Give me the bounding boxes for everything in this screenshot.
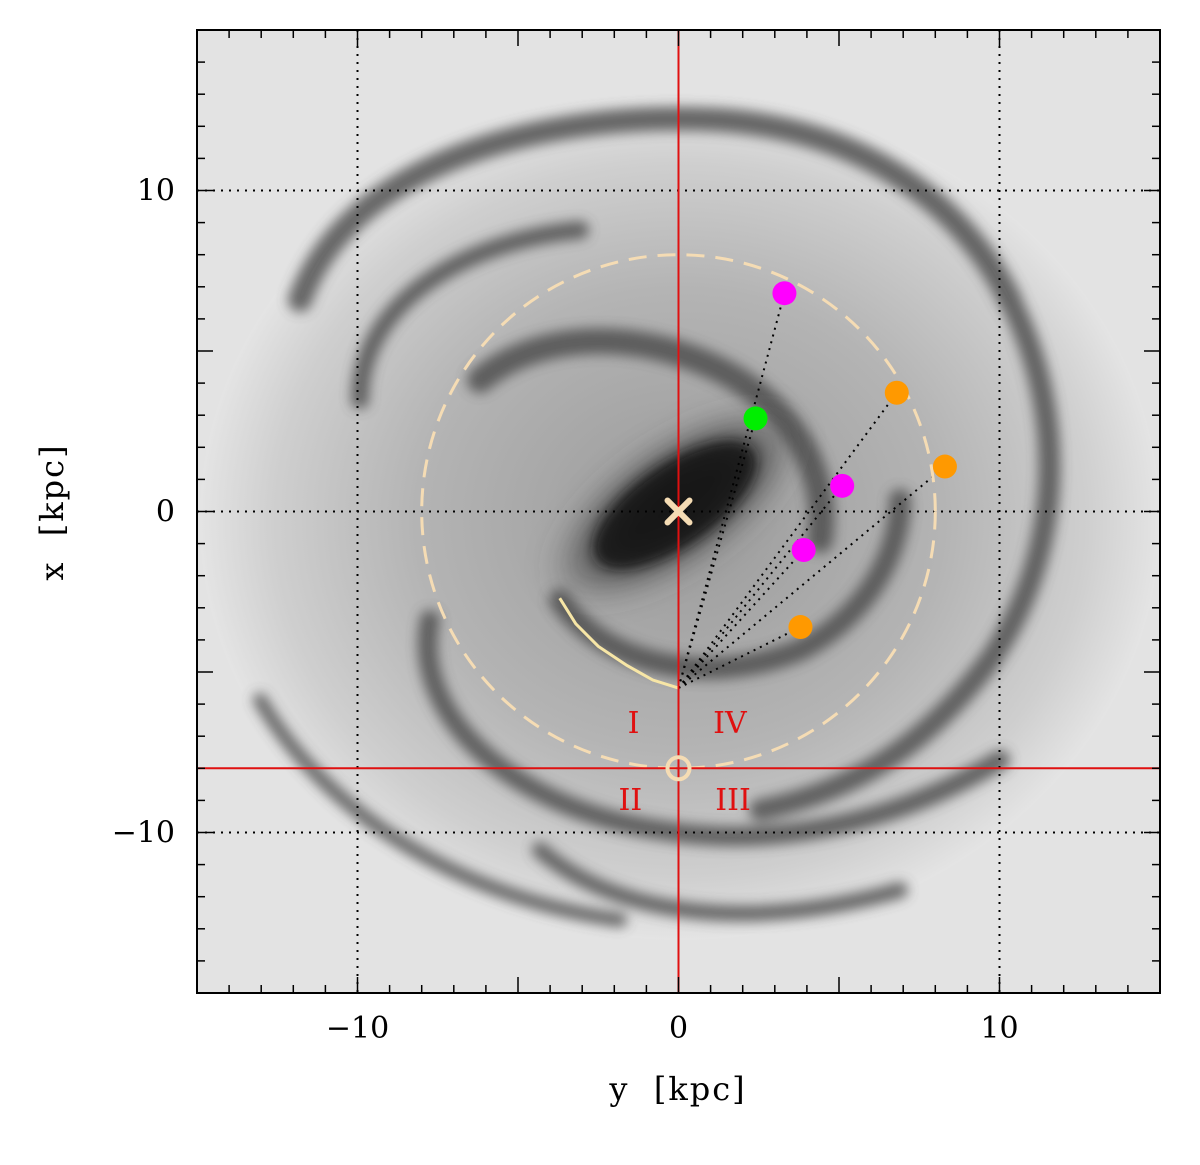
data-point: [830, 473, 855, 498]
sight-line: [677, 392, 898, 689]
sight-line: [677, 292, 786, 689]
solar-circle: [420, 253, 937, 770]
data-point: [772, 281, 797, 306]
sight-line: [677, 549, 805, 689]
quadrant-label: III: [715, 783, 751, 818]
data-point: [743, 406, 768, 431]
data-point: [884, 380, 909, 405]
data-point: [788, 615, 813, 640]
y-tick-label: 10: [137, 174, 175, 209]
data-points: [743, 281, 957, 640]
sight-lines: [677, 292, 946, 689]
sight-line: [677, 485, 843, 689]
y-axis-title: x [kpc]: [33, 443, 71, 580]
x-tick-label: 0: [669, 1011, 688, 1046]
axis-ticks: [196, 29, 1161, 994]
quadrant-label: IV: [713, 706, 748, 741]
galactic-center-cross-stroke: [664, 497, 693, 526]
y-tick-label: −10: [112, 816, 175, 851]
tick-labels: −10 0 10 −10 0 10: [112, 174, 1019, 1047]
sight-line: [677, 418, 757, 689]
arc-segment: [558, 597, 679, 690]
sight-line: [677, 465, 946, 689]
sight-line: [678, 626, 801, 689]
data-point: [791, 538, 816, 563]
x-tick-label: 10: [980, 1011, 1018, 1046]
x-axis-title: y [kpc]: [608, 1070, 746, 1108]
x-tick-label: −10: [326, 1011, 389, 1046]
quadrant-label: I: [628, 706, 640, 741]
y-tick-label: 0: [156, 495, 175, 530]
galactic-center-marker: [664, 497, 693, 526]
sun-marker: [665, 755, 692, 782]
quadrant-label: II: [618, 783, 642, 818]
data-point: [932, 454, 957, 479]
